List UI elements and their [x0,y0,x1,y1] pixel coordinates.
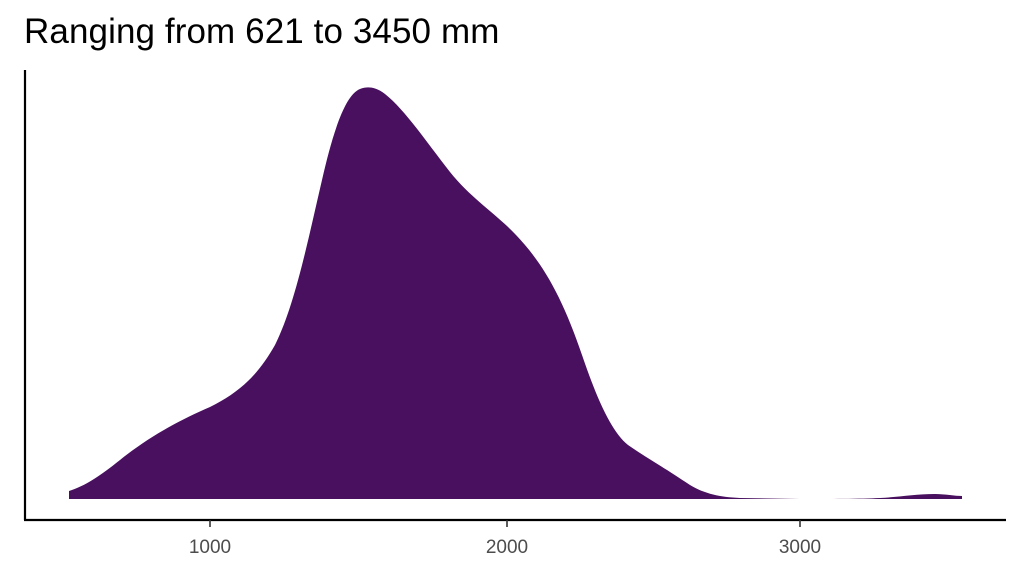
x-tick-label-2000: 2000 [485,537,529,558]
density-area [69,87,962,499]
x-tick-label-3000: 3000 [778,537,822,558]
chart-title: Ranging from 621 to 3450 mm [24,12,500,51]
x-tick-label-1000: 1000 [188,537,232,558]
